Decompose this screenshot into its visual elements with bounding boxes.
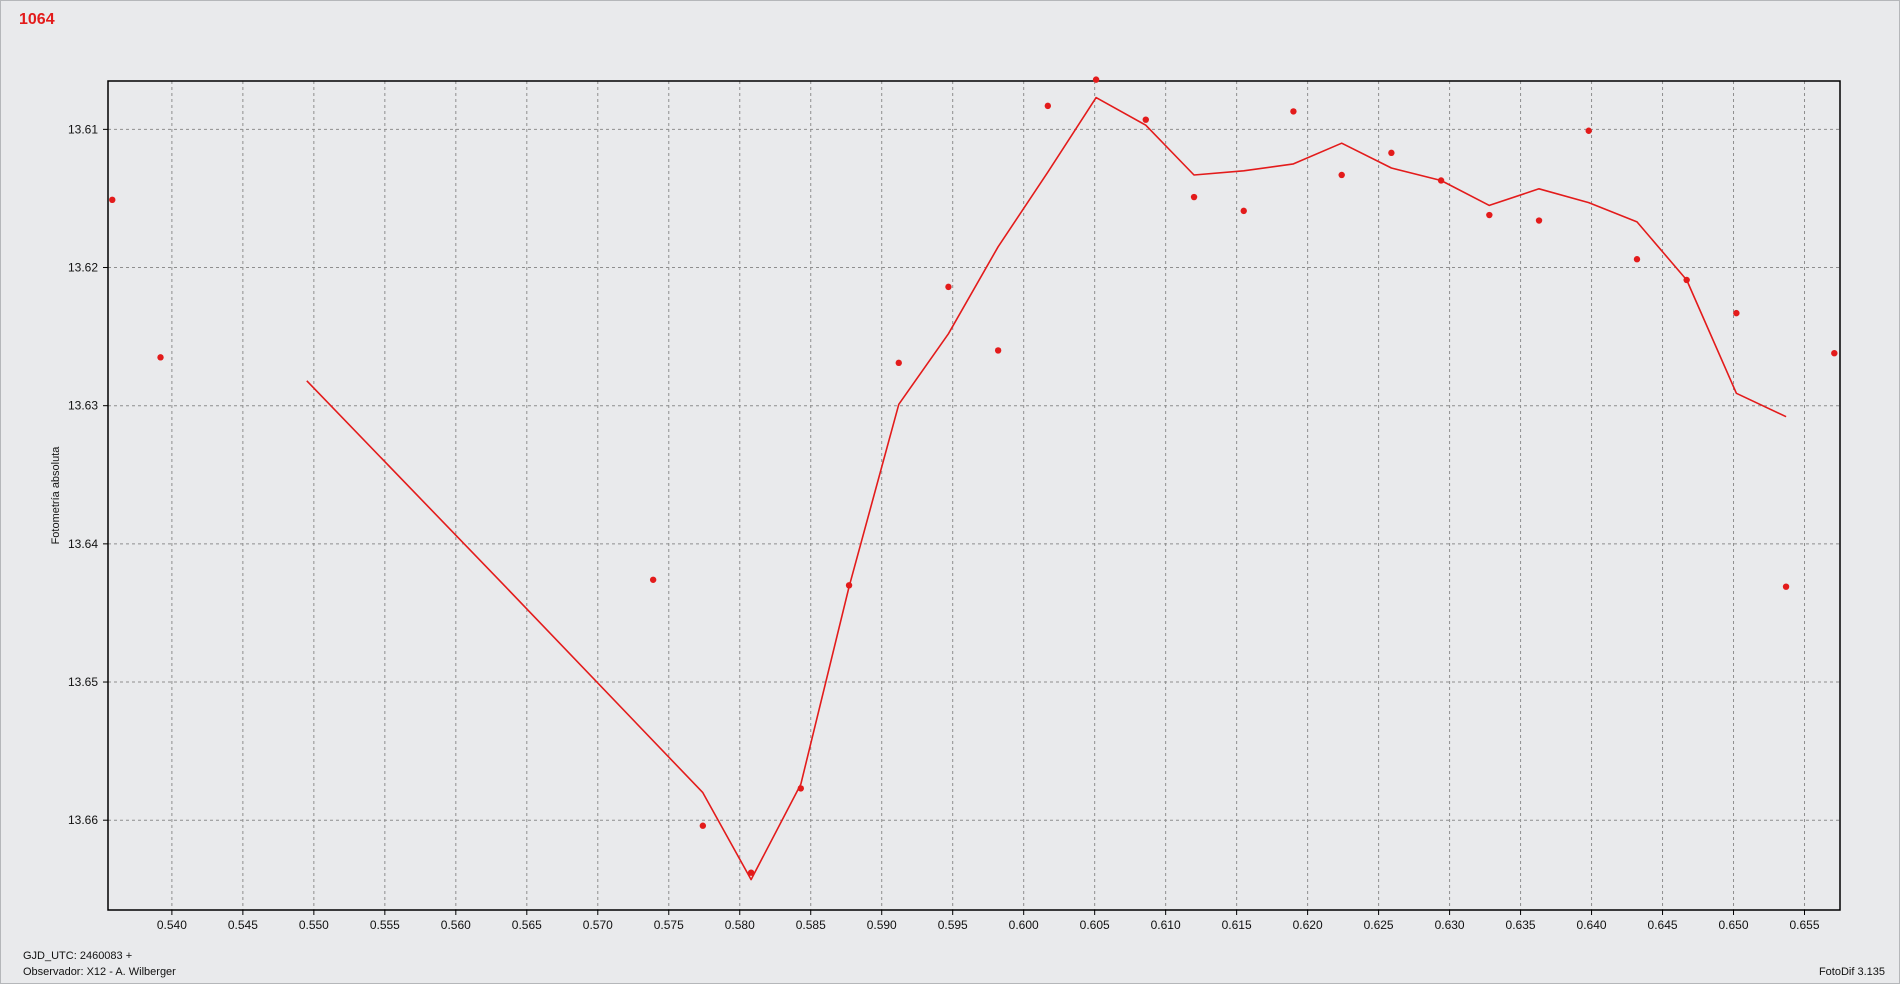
- y-tick-label: 13.63: [68, 399, 98, 413]
- x-tick-label: 0.555: [370, 918, 400, 932]
- x-tick-label: 0.550: [299, 918, 329, 932]
- data-point: [945, 283, 952, 291]
- x-tick-label: 0.575: [654, 918, 684, 932]
- y-axis-label: Fotometría absoluta: [50, 446, 62, 545]
- x-tick-label: 0.590: [867, 918, 897, 932]
- y-tick-label: 13.61: [68, 122, 98, 136]
- x-tick-label: 0.580: [725, 918, 755, 932]
- data-point: [1044, 102, 1052, 110]
- data-point: [895, 359, 902, 367]
- data-point: [1142, 116, 1149, 123]
- data-point: [109, 196, 116, 204]
- x-tick-label: 0.640: [1577, 918, 1607, 932]
- data-point: [1782, 583, 1790, 590]
- data-point: [1535, 217, 1543, 224]
- gjd-utc-label: GJD_UTC: 2460083 +: [23, 950, 133, 962]
- x-tick-label: 0.625: [1364, 918, 1394, 932]
- data-point: [1092, 76, 1100, 83]
- data-point: [699, 822, 707, 829]
- y-tick-label: 13.65: [68, 675, 98, 689]
- plot-area-frame: [107, 80, 1841, 911]
- data-point: [157, 354, 164, 361]
- data-point: [1733, 309, 1740, 317]
- x-tick-label: 0.610: [1151, 918, 1181, 932]
- x-tick-label: 0.565: [512, 918, 542, 932]
- data-point: [649, 576, 657, 583]
- data-point: [1585, 127, 1592, 134]
- x-tick-label: 0.615: [1222, 918, 1252, 932]
- y-axis-ticks: 13.61 13.62 13.63 13.64 13.65 13.66: [68, 122, 108, 827]
- x-tick-label: 0.570: [583, 918, 613, 932]
- data-point: [1290, 108, 1297, 115]
- y-tick-label: 13.62: [68, 261, 98, 275]
- data-point: [1633, 256, 1641, 263]
- mean-fit-line: [306, 96, 1787, 881]
- grid-lines: [108, 81, 1840, 910]
- data-point: [1338, 171, 1345, 179]
- y-tick-label: 13.66: [68, 813, 98, 827]
- x-tick-label: 0.630: [1435, 918, 1465, 932]
- data-point: [1388, 149, 1395, 157]
- x-tick-label: 0.545: [228, 918, 258, 932]
- data-point: [1831, 349, 1838, 357]
- x-tick-label: 0.655: [1789, 918, 1819, 932]
- x-tick-label: 0.560: [441, 918, 471, 932]
- x-tick-label: 0.605: [1080, 918, 1110, 932]
- x-tick-label: 0.620: [1293, 918, 1323, 932]
- software-version-label: FotoDif 3.135: [1818, 966, 1885, 978]
- data-series: [109, 76, 1838, 881]
- x-tick-label: 0.650: [1719, 918, 1749, 932]
- x-tick-label: 0.540: [157, 918, 187, 932]
- x-axis-ticks: 0.540 0.545 0.550 0.555 0.560 0.565 0.570 0.575…: [157, 910, 1820, 932]
- observer-label: Observador: X12 - A. Wilberger: [23, 966, 176, 978]
- x-tick-label: 0.585: [796, 918, 826, 932]
- data-point: [1190, 193, 1198, 201]
- x-tick-label: 0.595: [938, 918, 968, 932]
- data-point: [994, 347, 1002, 354]
- data-point: [1486, 211, 1493, 219]
- x-tick-label: 0.635: [1506, 918, 1536, 932]
- star-id-label: 1064: [19, 11, 55, 28]
- x-tick-label: 0.600: [1009, 918, 1039, 932]
- x-tick-label: 0.645: [1648, 918, 1678, 932]
- data-point: [747, 869, 755, 876]
- data-point: [1240, 207, 1247, 215]
- y-tick-label: 13.64: [68, 537, 98, 551]
